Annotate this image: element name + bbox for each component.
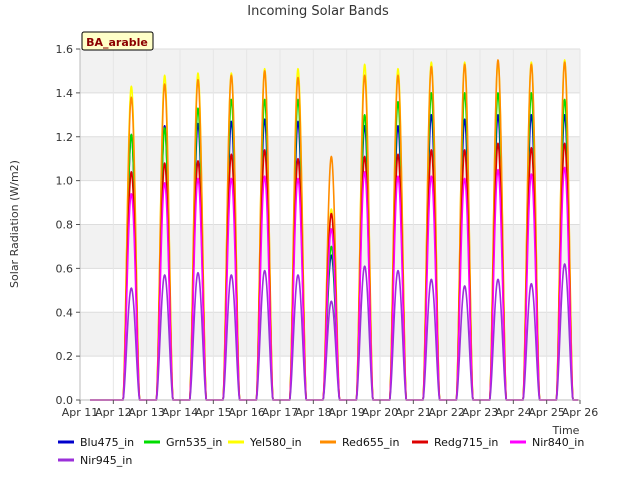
plot-band [80,49,580,93]
x-tick-label: Apr 15 [195,406,232,419]
y-tick-label: 0.6 [56,262,74,275]
legend-label: Nir945_in [80,454,132,467]
x-tick-label: Apr 24 [495,406,532,419]
x-tick-label: Apr 25 [528,406,565,419]
legend-label: Nir840_in [532,436,584,449]
y-axis-label: Solar Radiation (W/m2) [8,160,21,288]
legend-item-grn535-in: Grn535_in [144,436,222,449]
legend-item-nir945-in: Nir945_in [58,454,132,467]
plot-band [80,356,580,400]
y-tick-label: 1.2 [56,131,74,144]
x-tick-label: Apr 20 [362,406,399,419]
y-tick-label: 0.8 [56,219,74,232]
x-axis-label: Time [552,424,580,437]
y-tick-label: 0.4 [56,306,74,319]
legend-label: Redg715_in [434,436,498,449]
x-tick-label: Apr 23 [462,406,499,419]
x-tick-label: Apr 17 [262,406,299,419]
y-tick-label: 0.0 [56,394,74,407]
x-tick-label: Apr 18 [295,406,332,419]
y-tick-label: 1.6 [56,43,74,56]
legend-item-redg715-in: Redg715_in [412,436,498,449]
x-tick-label: Apr 21 [395,406,432,419]
station-badge-label: BA_arable [86,36,148,49]
x-tick-label: Apr 14 [162,406,199,419]
plot-band [80,92,580,137]
legend-item-blu475-in: Blu475_in [58,436,134,449]
y-axis-ticks: 0.0 0.2 0.4 0.6 0.8 1.0 1.2 1.4 1.6 [56,43,80,407]
legend-item-nir840-in: Nir840_in [510,436,584,449]
x-tick-label: Apr 22 [428,406,465,419]
y-tick-label: 1.0 [56,175,74,188]
station-badge-box [81,31,154,51]
legend: Blu475_in Grn535_in Yel580_in Red655_in Redg… [58,436,584,467]
legend-label: Grn535_in [166,436,222,449]
x-tick-label: Apr 16 [228,406,265,419]
x-tick-label: Apr 19 [328,406,365,419]
y-tick-label: 1.4 [56,87,74,100]
y-tick-label: 0.2 [56,350,74,363]
legend-label: Yel580_in [249,436,302,449]
series-line-nir945-in [89,263,579,401]
x-tick-label: Apr 13 [128,406,165,419]
legend-label: Blu475_in [80,436,134,449]
legend-item-yel580-in: Yel580_in [228,436,302,449]
legend-label: Red655_in [342,436,399,449]
chart-title: Incoming Solar Bands [247,4,389,19]
x-tick-label: Apr 26 [562,406,599,419]
station-badge: BA_arable [81,31,154,51]
plot-band [80,312,580,357]
x-tick-label: Apr 12 [95,406,132,419]
series-layer [89,59,579,401]
x-tick-label: Apr 11 [62,406,99,419]
legend-item-red655-in: Red655_in [320,436,399,449]
